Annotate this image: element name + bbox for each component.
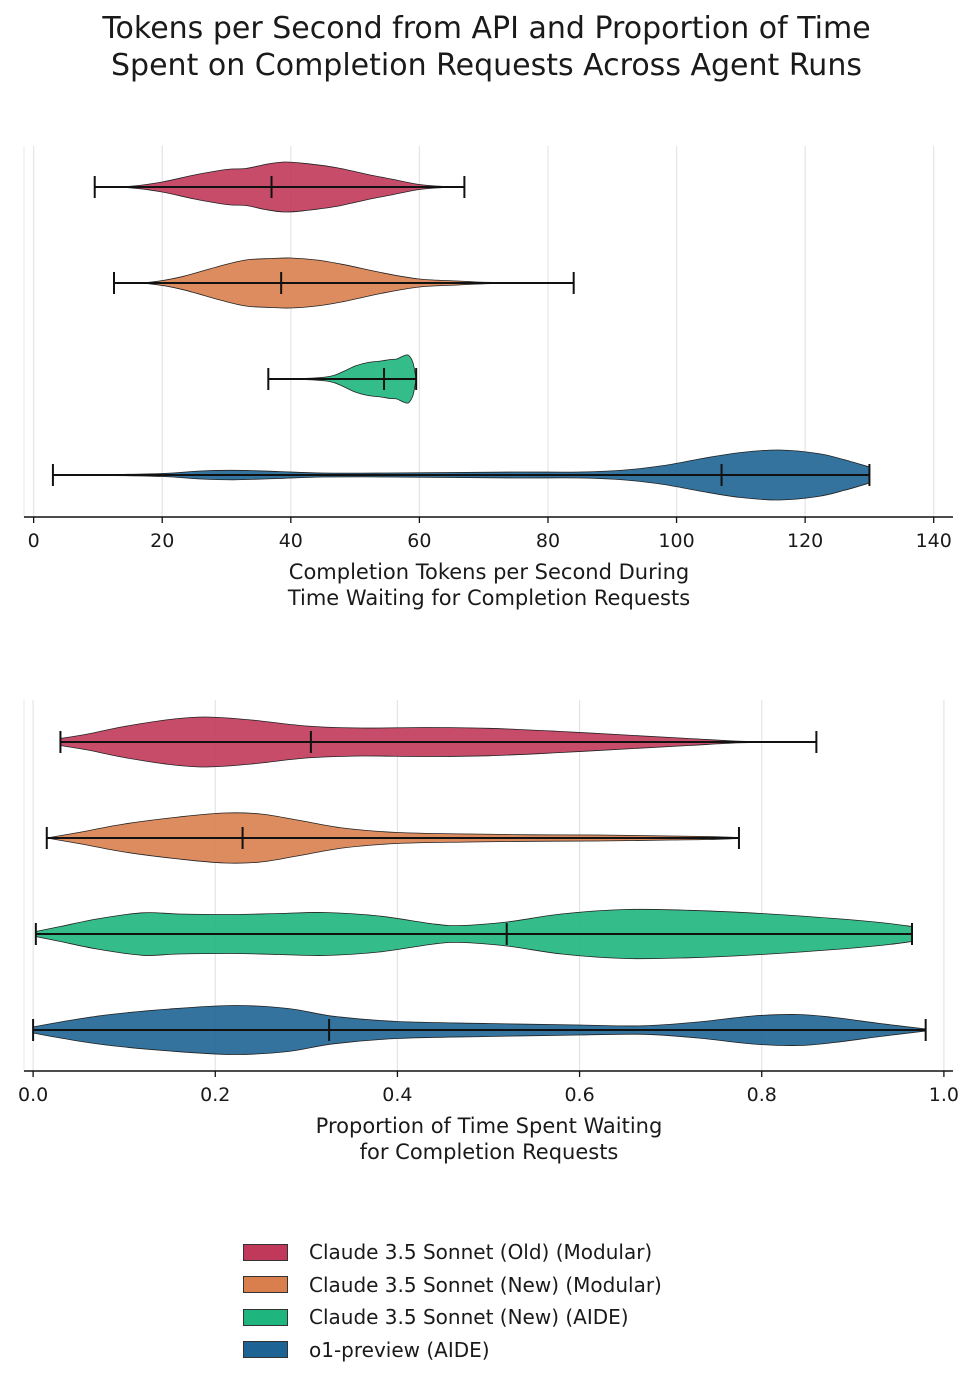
tokens-per-second-violin-plot: 0 20 40 60 80 100 120 140 Completion Tokens per … [23, 146, 953, 610]
legend-label: Claude 3.5 Sonnet (New) (AIDE) [309, 1305, 629, 1330]
legend-swatch [243, 1243, 288, 1261]
legend-swatch [243, 1308, 288, 1326]
x-tick-label: 0.0 [18, 1084, 48, 1106]
legend: Claude 3.5 Sonnet (Old) (Modular) Claude… [243, 1236, 662, 1366]
x-axis-label-line-2: Time Waiting for Completion Requests [287, 586, 690, 610]
legend-item: Claude 3.5 Sonnet (New) (AIDE) [243, 1301, 662, 1334]
x-tick-label: 0 [28, 530, 40, 552]
proportion-waiting-violin-plot: 0.0 0.2 0.4 0.6 0.8 1.0 Proportion of Time Spe… [18, 700, 959, 1164]
title-line-1: Tokens per Second from API and Proportio… [102, 11, 871, 46]
x-tick-label: 120 [787, 530, 823, 552]
legend-label: Claude 3.5 Sonnet (New) (Modular) [309, 1272, 662, 1297]
x-tick-label: 0.8 [747, 1084, 777, 1106]
x-tick-label: 0.6 [564, 1084, 594, 1106]
x-tick-label: 1.0 [929, 1084, 959, 1106]
legend-swatch [243, 1341, 288, 1359]
title-line-2: Spent on Completion Requests Across Agen… [111, 48, 862, 83]
chart-title: Tokens per Second from API and Proportio… [0, 10, 973, 84]
legend-label: Claude 3.5 Sonnet (Old) (Modular) [309, 1240, 653, 1265]
x-tick-label: 80 [536, 530, 560, 552]
x-tick-label: 20 [150, 530, 174, 552]
x-tick-label: 0.2 [200, 1084, 230, 1106]
legend-item: Claude 3.5 Sonnet (New) (Modular) [243, 1269, 662, 1302]
legend-item: Claude 3.5 Sonnet (Old) (Modular) [243, 1236, 662, 1269]
x-axis-label-line-1: Completion Tokens per Second During [289, 560, 689, 584]
legend-item: o1-preview (AIDE) [243, 1334, 662, 1367]
x-axis-label-line-2: for Completion Requests [360, 1140, 619, 1164]
legend-swatch [243, 1276, 288, 1294]
x-tick-label: 40 [279, 530, 303, 552]
x-tick-label: 140 [916, 530, 952, 552]
x-tick-label: 60 [407, 530, 431, 552]
x-tick-label: 100 [658, 530, 694, 552]
x-axis-label-line-1: Proportion of Time Spent Waiting [316, 1114, 663, 1138]
legend-label: o1-preview (AIDE) [309, 1337, 490, 1362]
x-tick-label: 0.4 [382, 1084, 412, 1106]
